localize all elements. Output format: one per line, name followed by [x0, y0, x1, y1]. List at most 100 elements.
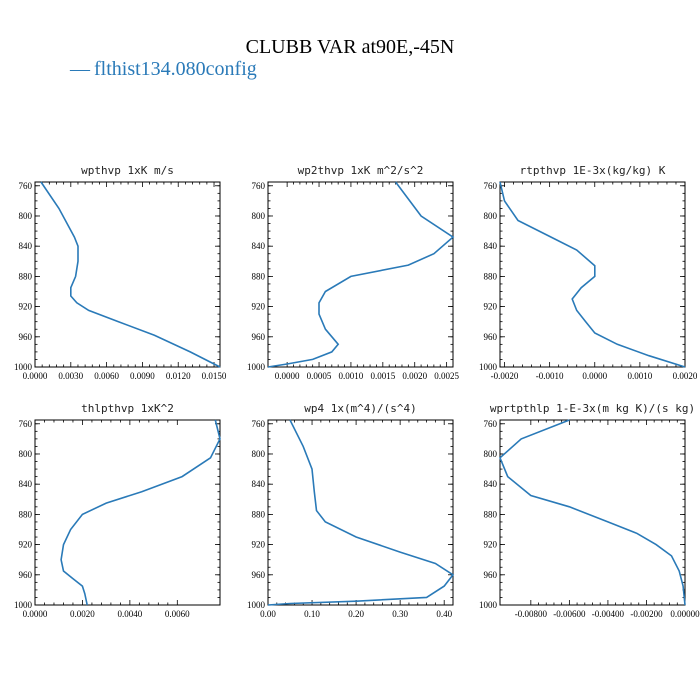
series-line	[60, 419, 221, 606]
plot-frame	[267, 181, 454, 368]
panel-6: wprtpthlp 1-E-3x(m kg K)/(s kg) 760 800 840…	[479, 402, 700, 619]
x-tick-label: 0.0150	[202, 371, 227, 381]
legend-line-symbol: —	[70, 58, 90, 80]
x-tick-label: 0.30	[392, 609, 408, 619]
x-tick-label: 0.0025	[434, 371, 459, 381]
y-tick-label: 760	[252, 419, 266, 429]
x-tick-label: 0.20	[348, 609, 364, 619]
y-tick-label: 760	[19, 181, 33, 191]
plot-frame	[34, 419, 221, 606]
panel-title: wp2thvp 1xK m^2/s^2	[298, 164, 424, 177]
y-tick-label: 920	[252, 540, 266, 550]
x-tick-label: -0.0020	[491, 371, 519, 381]
y-tick-label: 800	[252, 211, 266, 221]
panel-title: wpthvp 1xK m/s	[81, 164, 174, 177]
y-tick-label: 840	[19, 479, 33, 489]
y-tick-label: 880	[484, 509, 498, 519]
legend-label: flthist134.080config	[94, 58, 257, 80]
x-tick-label: 0.0060	[165, 609, 190, 619]
x-tick-label: 0.0020	[402, 371, 427, 381]
y-tick-label: 960	[484, 570, 498, 580]
x-tick-label: 0.00	[260, 609, 276, 619]
y-tick-label: 880	[252, 509, 266, 519]
x-tick-label: 0.0060	[94, 371, 119, 381]
y-tick-label: 1000	[14, 600, 33, 610]
plot-frame	[499, 181, 686, 368]
x-tick-label: -0.00800	[515, 609, 548, 619]
plot-frame	[499, 419, 686, 606]
series-line	[267, 419, 455, 606]
x-tick-label: 0.0030	[58, 371, 83, 381]
x-tick-label: -0.00200	[630, 609, 663, 619]
y-tick-label: 800	[484, 449, 498, 459]
x-tick-label: 0.0020	[70, 609, 95, 619]
series-line	[40, 181, 221, 368]
x-tick-label: 0.0000	[23, 609, 48, 619]
panel-3: rtpthvp 1E-3x(kg/kg) K 760 800 840 880 920 960…	[479, 164, 698, 381]
y-tick-label: 800	[252, 449, 266, 459]
y-tick-label: 960	[19, 332, 33, 342]
x-tick-label: 0.0005	[307, 371, 332, 381]
y-tick-label: 760	[252, 181, 266, 191]
y-tick-label: 920	[484, 302, 498, 312]
y-tick-label: 960	[252, 570, 266, 580]
legend: — flthist134.080config	[70, 58, 257, 81]
y-tick-label: 920	[19, 540, 33, 550]
y-tick-label: 840	[484, 241, 498, 251]
x-tick-label: 0.0010	[339, 371, 364, 381]
y-tick-label: 800	[19, 211, 33, 221]
y-tick-label: 840	[484, 479, 498, 489]
y-tick-label: 1000	[247, 362, 266, 372]
x-tick-label: 0.0000	[23, 371, 48, 381]
series-line	[499, 181, 686, 368]
y-tick-label: 960	[19, 570, 33, 580]
y-tick-label: 960	[252, 332, 266, 342]
y-tick-label: 760	[484, 419, 498, 429]
y-tick-label: 840	[252, 479, 266, 489]
plot-frame	[267, 419, 454, 606]
x-tick-label: 0.0020	[673, 371, 698, 381]
y-tick-label: 920	[252, 302, 266, 312]
y-tick-label: 1000	[247, 600, 266, 610]
y-tick-label: 1000	[14, 362, 33, 372]
x-tick-label: 0.0120	[166, 371, 191, 381]
y-tick-label: 960	[484, 332, 498, 342]
x-tick-label: 0.0040	[117, 609, 142, 619]
x-tick-label: 0.0000	[582, 371, 607, 381]
y-tick-label: 760	[484, 181, 498, 191]
x-tick-label: 0.00000	[670, 609, 700, 619]
panel-title: rtpthvp 1E-3x(kg/kg) K	[520, 164, 666, 177]
y-tick-label: 800	[484, 211, 498, 221]
plot-frame	[34, 181, 221, 368]
series-line	[499, 419, 686, 606]
x-tick-label: 0.10	[304, 609, 320, 619]
x-tick-label: -0.0010	[536, 371, 564, 381]
y-tick-label: 880	[19, 271, 33, 281]
x-tick-label: -0.00400	[592, 609, 625, 619]
panel-2: wp2thvp 1xK m^2/s^2 760 800 840 880 920 960 100…	[247, 164, 459, 381]
x-tick-label: 0.40	[436, 609, 452, 619]
x-tick-label: 0.0010	[628, 371, 653, 381]
y-tick-label: 840	[19, 241, 33, 251]
panel-5: wp4 1x(m^4)/(s^4)76080084088092096010000…	[247, 402, 455, 619]
y-tick-label: 920	[19, 302, 33, 312]
y-tick-label: 1000	[479, 362, 498, 372]
panel-title: wp4 1x(m^4)/(s^4)	[304, 402, 417, 415]
x-tick-label: -0.00600	[553, 609, 586, 619]
panel-4: thlpthvp 1xK^276080084088092096010000.00…	[14, 402, 221, 619]
y-tick-label: 800	[19, 449, 33, 459]
panel-title: wprtpthlp 1-E-3x(m kg K)/(s kg)	[490, 402, 695, 415]
x-tick-label: 0.0015	[370, 371, 395, 381]
y-tick-label: 880	[252, 271, 266, 281]
panel-title: thlpthvp 1xK^2	[81, 402, 174, 415]
panel-1: wpthvp 1xK m/s76080084088092096010000.00…	[14, 164, 227, 381]
chart-title: CLUBB VAR at90E,-45N	[245, 36, 455, 58]
y-tick-label: 920	[484, 540, 498, 550]
y-tick-label: 1000	[479, 600, 498, 610]
y-tick-label: 840	[252, 241, 266, 251]
y-tick-label: 760	[19, 419, 33, 429]
x-tick-label: 0.0000	[275, 371, 300, 381]
x-tick-label: 0.0090	[130, 371, 155, 381]
series-line	[267, 181, 455, 368]
